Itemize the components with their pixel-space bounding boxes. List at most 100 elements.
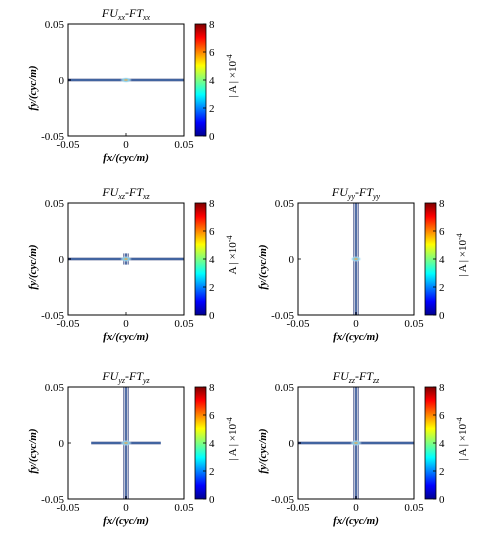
x-tick-label: 0	[123, 502, 129, 514]
colorbar-tick-label: 0	[439, 310, 445, 322]
y-tick-label: -0.05	[41, 310, 64, 322]
colorbar-tick-label: 8	[439, 198, 445, 210]
colorbar-label-exponent: -4	[225, 236, 234, 243]
y-axis-label: fy/(cyc/m)	[27, 428, 39, 473]
spectral-peak	[120, 77, 132, 83]
y-tick-label: 0.05	[45, 198, 65, 210]
colorbar-tick-label: 0	[209, 131, 215, 143]
x-tick-label: 0.05	[174, 318, 194, 330]
title-part: -FT	[355, 185, 374, 199]
y-tick-label: 0	[59, 75, 65, 87]
chart-title: FUxx-FTxx	[101, 6, 151, 22]
x-axis-label: fx/(cyc/m)	[103, 331, 149, 343]
title-subscript: yy	[347, 192, 356, 201]
y-axis-label: fy/(cyc/m)	[257, 244, 269, 289]
y-axis-label: fy/(cyc/m)	[27, 244, 39, 289]
x-tick-label: -0.05	[57, 139, 80, 151]
colorbar-label-text: | A | ×10	[457, 424, 469, 461]
x-tick-label: 0.05	[174, 139, 194, 151]
y-tick-label: 0	[59, 438, 65, 450]
title-part: FU	[101, 369, 119, 383]
colorbar-tick-label: 2	[209, 282, 215, 294]
chart-title: FUyz-FTyz	[101, 369, 150, 385]
chart-panel-fu-xz: FUxz-FTxz -0.05 0 0.05 0.05 0 -0.05 fx/(cyc/m) f…	[0, 180, 240, 360]
y-tick-label: -0.05	[271, 494, 294, 506]
colorbar-label-exponent: -4	[455, 417, 464, 424]
chart-panel-fu-xx: FUxx-FTxx -0.05 0 0.05 0.05 0 -0.05 fx/(cyc/m) f…	[0, 0, 240, 180]
title-part: FU	[101, 6, 119, 20]
title-subscript: xz	[142, 192, 151, 201]
colorbar-label-exponent: -4	[225, 54, 234, 61]
colorbar-label: | A | ×10-4	[225, 417, 239, 460]
chart-svg: FUzz-FTzz-0.05 0 0.050.050-0.05fx/(cyc/m)f…	[257, 369, 469, 527]
y-tick-label: 0.05	[275, 382, 295, 394]
colorbar-tick-label: 6	[209, 410, 215, 422]
spectral-peak	[350, 440, 362, 446]
colorbar-label: | A | ×10-4	[225, 54, 239, 97]
chart-svg: FUxz-FTxz-0.05 0 0.050.050-0.05fx/(cyc/m)f…	[27, 185, 239, 343]
colorbar-tick-label: 0	[209, 310, 215, 322]
chart-panel-fu-yz: FUyz-FTyz -0.05 0 0.05 0.05 0 -0.05 fx/(cyc/m) f…	[0, 365, 240, 548]
colorbar-tick-label: 6	[439, 226, 445, 238]
title-subscript: zz	[372, 376, 380, 385]
colorbar-tick-label: 4	[209, 75, 215, 87]
colorbar-tick-label: 8	[209, 382, 215, 394]
y-tick-label: 0.05	[45, 19, 65, 31]
title-subscript: xz	[117, 192, 126, 201]
x-axis-label: fx/(cyc/m)	[103, 515, 149, 527]
title-part: -FT	[125, 369, 144, 383]
y-tick-label: -0.05	[41, 494, 64, 506]
colorbar-tick-label: 4	[209, 438, 215, 450]
title-part: FU	[331, 185, 349, 199]
spectral-peak	[120, 440, 132, 446]
colorbar-label: | A | ×10-4	[455, 417, 469, 460]
x-axis-label: fx/(cyc/m)	[103, 152, 149, 164]
colorbar-label-text: A | ×10	[227, 242, 239, 275]
title-part: FU	[332, 369, 350, 383]
colorbar-tick-label: 4	[209, 254, 215, 266]
colorbar-label-exponent: -4	[455, 233, 464, 240]
y-tick-label: 0	[59, 254, 65, 266]
x-tick-label: 0	[123, 318, 129, 330]
y-tick-label: 0.05	[45, 382, 65, 394]
y-axis-label: fy/(cyc/m)	[257, 428, 269, 473]
title-subscript: yy	[372, 192, 381, 201]
colorbar-tick-label: 8	[209, 19, 215, 31]
chart-svg: FUyy-FTyy-0.05 0 0.050.050-0.05fx/(cyc/m)f…	[257, 185, 469, 343]
colorbar-label: | A | ×10-4	[455, 233, 469, 276]
x-axis-label: fx/(cyc/m)	[333, 331, 379, 343]
colorbar-label-text: | A | ×10	[227, 61, 239, 98]
colorbar-tick-label: 0	[439, 494, 445, 506]
title-part: FU	[101, 185, 119, 199]
title-subscript: zz	[348, 376, 356, 385]
x-axis-label: fx/(cyc/m)	[333, 515, 379, 527]
colorbar-tick-label: 4	[439, 438, 445, 450]
x-tick-label: -0.05	[57, 502, 80, 514]
colorbar-tick-label: 0	[209, 494, 215, 506]
title-part: -FT	[125, 185, 144, 199]
colorbar-tick-label: 2	[209, 466, 215, 478]
x-tick-label: 0.05	[404, 502, 424, 514]
y-tick-label: 0	[289, 438, 295, 450]
spectral-peak	[120, 256, 132, 262]
x-tick-label: 0.05	[174, 502, 194, 514]
title-subscript: yz	[117, 376, 126, 385]
x-tick-label: 0.05	[404, 318, 424, 330]
title-subscript: xx	[142, 13, 151, 22]
chart-panel-fu-yy: FUyy-FTyy -0.05 0 0.05 0.05 0 -0.05 fx/(cyc/m) f…	[240, 180, 477, 360]
title-part: -FT	[355, 369, 374, 383]
colorbar-tick-label: 2	[439, 466, 445, 478]
chart-svg: FUxx-FTxx-0.05 0 0.050.050-0.05fx/(cyc/m)f…	[27, 6, 239, 164]
colorbar-label-text: | A | ×10	[457, 240, 469, 277]
x-tick-label: 0	[353, 502, 359, 514]
chart-title: FUxz-FTxz	[101, 185, 150, 201]
colorbar-label-exponent: -4	[225, 417, 234, 424]
y-tick-label: -0.05	[41, 131, 64, 143]
y-axis-label: fy/(cyc/m)	[27, 65, 39, 110]
x-tick-label: -0.05	[287, 318, 310, 330]
colorbar-tick-label: 4	[439, 254, 445, 266]
y-tick-label: -0.05	[271, 310, 294, 322]
y-tick-label: 0.05	[275, 198, 295, 210]
colorbar-tick-label: 8	[439, 382, 445, 394]
colorbar-tick-label: 6	[439, 410, 445, 422]
